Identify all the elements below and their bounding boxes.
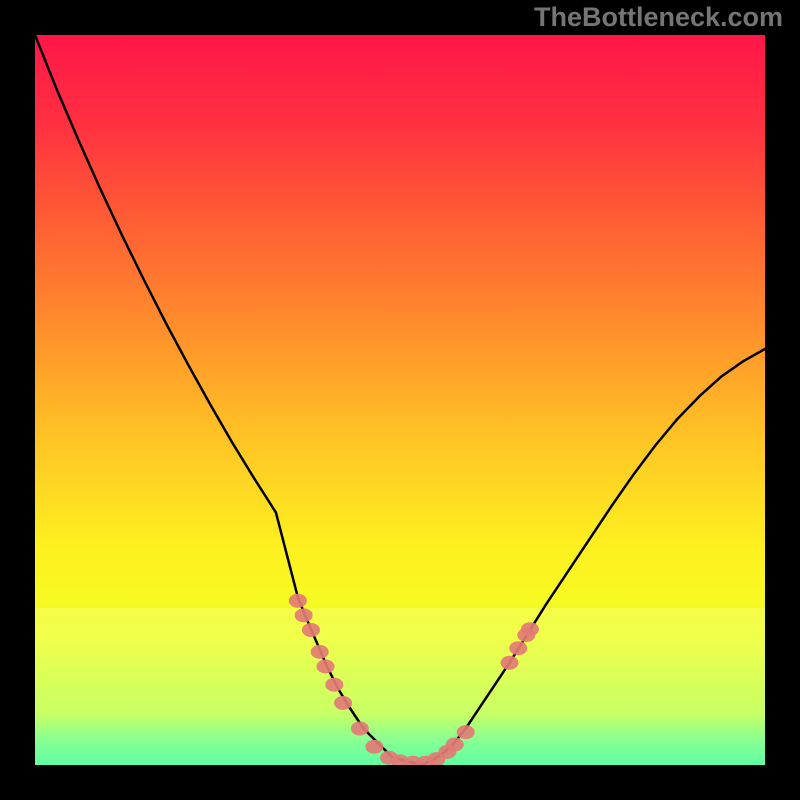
data-point-marker <box>311 645 329 659</box>
data-point-marker <box>446 738 464 752</box>
data-point-marker <box>351 722 369 736</box>
data-point-marker <box>302 623 320 637</box>
data-point-marker <box>365 740 383 754</box>
highlight-strip <box>35 608 765 765</box>
data-point-marker <box>317 659 335 673</box>
data-point-marker <box>325 678 343 692</box>
data-point-marker <box>289 594 307 608</box>
data-point-marker <box>334 696 352 710</box>
bottleneck-curve-chart <box>35 35 765 765</box>
plot-area <box>35 35 765 765</box>
chart-frame: TheBottleneck.com <box>0 0 800 800</box>
data-point-marker <box>457 725 475 739</box>
data-point-marker <box>501 656 519 670</box>
data-point-marker <box>521 622 539 636</box>
data-point-marker <box>509 641 527 655</box>
watermark-source-label: TheBottleneck.com <box>534 4 783 31</box>
data-point-marker <box>295 608 313 622</box>
